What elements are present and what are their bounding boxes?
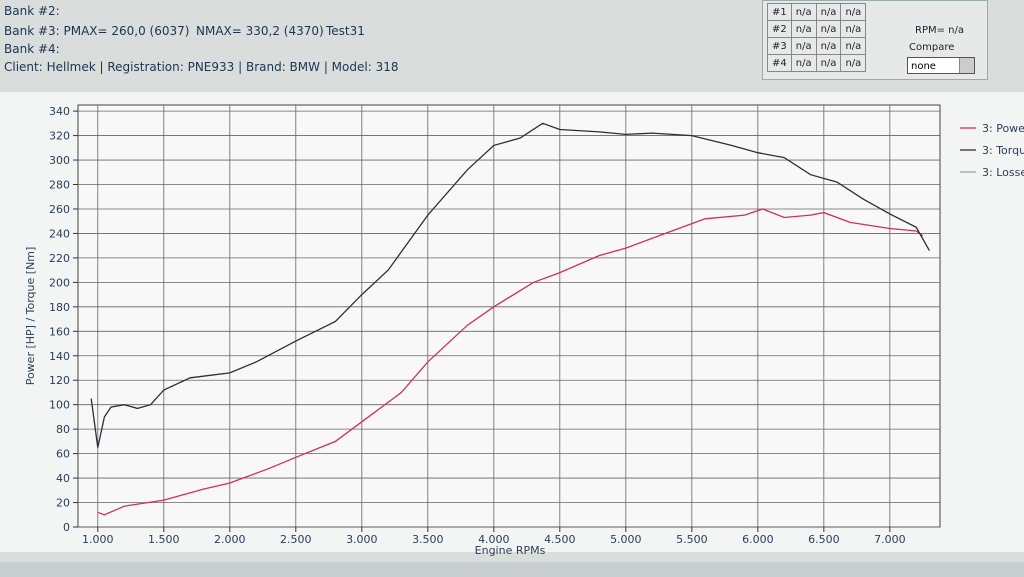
table-row: #3 n/a n/a n/a [767, 37, 867, 55]
x-tick-label: 1.500 [148, 533, 180, 546]
compare-panel: #1 n/a n/a n/a #2 n/a n/a n/a #3 n/a n/a n/a #4 n/a n/… [762, 0, 988, 80]
y-tick-label: 40 [56, 472, 70, 485]
compare-label: Compare [909, 42, 955, 53]
y-tick-label: 220 [49, 252, 70, 265]
table-cell: n/a [815, 3, 842, 21]
nmax: NMAX= 330,2 (4370) [196, 24, 324, 38]
y-tick-label: 180 [49, 301, 70, 314]
y-tick-label: 340 [49, 105, 70, 118]
y-tick-label: 120 [49, 374, 70, 387]
y-tick-label: 20 [56, 497, 70, 510]
x-tick-label: 7.000 [874, 533, 906, 546]
rpm-readout: RPM= n/a [915, 25, 964, 36]
x-tick-label: 6.500 [808, 533, 840, 546]
legend-label: 3: Torqu [982, 144, 1024, 157]
status-bar [0, 562, 1024, 577]
x-tick-label: 4.000 [478, 533, 510, 546]
bank2: Bank #2: [4, 4, 60, 18]
legend-label: 3: Powe [982, 122, 1024, 135]
compare-dropdown[interactable]: none [907, 57, 975, 74]
bank4: Bank #4: [4, 42, 60, 56]
table-cell: n/a [840, 54, 867, 72]
y-tick-label: 160 [49, 325, 70, 338]
client-info: Client: Hellmek | Registration: PNE933 |… [4, 60, 399, 74]
y-tick-label: 280 [49, 179, 70, 192]
table-row: #1 n/a n/a n/a [767, 3, 867, 21]
table-cell: n/a [840, 20, 867, 38]
plot-area [77, 104, 941, 528]
x-tick-label: 3.500 [412, 533, 444, 546]
test-name: Test31 [326, 24, 365, 38]
x-axis-label: Engine RPMs [475, 544, 546, 557]
table-cell: n/a [790, 37, 817, 55]
table-cell: #1 [767, 3, 792, 21]
x-tick-label: 6.000 [742, 533, 774, 546]
x-tick-label: 1.000 [82, 533, 114, 546]
y-tick-label: 260 [49, 203, 70, 216]
table-row: #4 n/a n/a n/a [767, 54, 867, 72]
y-tick-label: 320 [49, 130, 70, 143]
y-tick-label: 0 [63, 521, 70, 534]
y-axis-label: Power [HP] / Torque [Nm] [24, 247, 37, 386]
y-tick-label: 100 [49, 399, 70, 412]
table-cell: n/a [790, 3, 817, 21]
compare-table: #1 n/a n/a n/a #2 n/a n/a n/a #3 n/a n/a n/a #4 n/a n/… [767, 3, 867, 72]
x-tick-label: 4.500 [544, 533, 576, 546]
legend-label: 3: Losse [982, 166, 1024, 179]
table-cell: #2 [767, 20, 792, 38]
y-tick-label: 60 [56, 448, 70, 461]
table-cell: n/a [790, 54, 817, 72]
x-tick-label: 2.500 [280, 533, 312, 546]
chart: Engine RPMs Power [HP] / Torque [Nm] 0 20… [0, 92, 1024, 577]
y-tick-label: 80 [56, 423, 70, 436]
x-tick-label: 5.500 [676, 533, 708, 546]
table-cell: #3 [767, 37, 792, 55]
y-tick-label: 200 [49, 276, 70, 289]
x-tick-label: 5.000 [610, 533, 642, 546]
y-tick-label: 240 [49, 227, 70, 240]
table-row: #2 n/a n/a n/a [767, 20, 867, 38]
y-tick-label: 300 [49, 154, 70, 167]
table-cell: n/a [840, 3, 867, 21]
table-cell: n/a [815, 20, 842, 38]
dropdown-arrow[interactable] [959, 58, 974, 73]
table-cell: n/a [790, 20, 817, 38]
line-series [97, 208, 924, 516]
bank3: Bank #3: PMAX= 260,0 (6037) [4, 24, 190, 38]
table-cell: n/a [815, 54, 842, 72]
table-cell: #4 [767, 54, 792, 72]
table-cell: n/a [815, 37, 842, 55]
table-cell: n/a [840, 37, 867, 55]
dropdown-value: none [911, 61, 936, 72]
x-tick-label: 3.000 [346, 533, 378, 546]
x-tick-label: 2.000 [214, 533, 246, 546]
line-series [90, 122, 930, 448]
y-tick-label: 140 [49, 350, 70, 363]
